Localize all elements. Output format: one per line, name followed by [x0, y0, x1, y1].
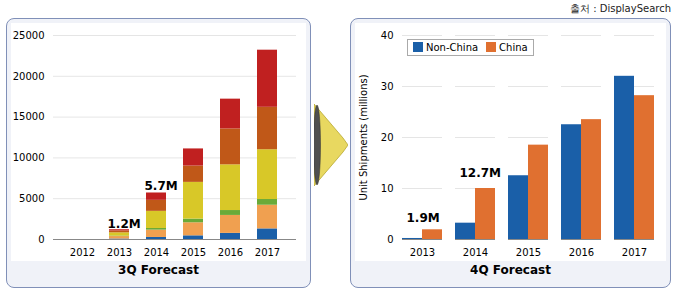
svg-text:2012: 2012: [70, 247, 95, 258]
svg-text:2014: 2014: [463, 247, 488, 258]
html-text:Non-China: Non-China: [426, 42, 479, 53]
html-text:3Q Forecast: 3Q Forecast: [118, 263, 199, 277]
svg-text:10000: 10000: [13, 152, 45, 163]
svg-text:2017: 2017: [255, 247, 280, 258]
html-text:출처 : DisplaySearch: 출처 : DisplaySearch: [570, 3, 671, 14]
svg-text:5000: 5000: [19, 193, 44, 204]
svg-text:2015: 2015: [516, 247, 541, 258]
svg-text:1.9M: 1.9M: [407, 211, 440, 225]
svg-text:40: 40: [381, 30, 394, 41]
html-text:China: China: [499, 42, 528, 53]
svg-text:2016: 2016: [218, 247, 243, 258]
svg-text:1.2M: 1.2M: [108, 217, 141, 231]
svg-text:10: 10: [381, 183, 394, 194]
svg-text:12.7M: 12.7M: [460, 166, 502, 180]
svg-text:2017: 2017: [622, 247, 647, 258]
svg-text:25000: 25000: [13, 30, 45, 41]
svg-text:2016: 2016: [569, 247, 594, 258]
svg-text:2013: 2013: [410, 247, 435, 258]
svg-text:0: 0: [387, 234, 393, 245]
svg-text:0: 0: [38, 234, 44, 245]
svg-text:2014: 2014: [144, 247, 169, 258]
svg-text:Unit Shipments (millions): Unit Shipments (millions): [358, 74, 369, 200]
svg-text:2013: 2013: [107, 247, 132, 258]
svg-text:2015: 2015: [181, 247, 206, 258]
svg-text:20000: 20000: [13, 71, 45, 82]
html-text:4Q Forecast: 4Q Forecast: [470, 263, 551, 277]
svg-text:15000: 15000: [13, 111, 45, 122]
svg-text:5.7M: 5.7M: [145, 179, 178, 193]
svg-text:30: 30: [381, 81, 394, 92]
svg-text:20: 20: [381, 132, 394, 143]
